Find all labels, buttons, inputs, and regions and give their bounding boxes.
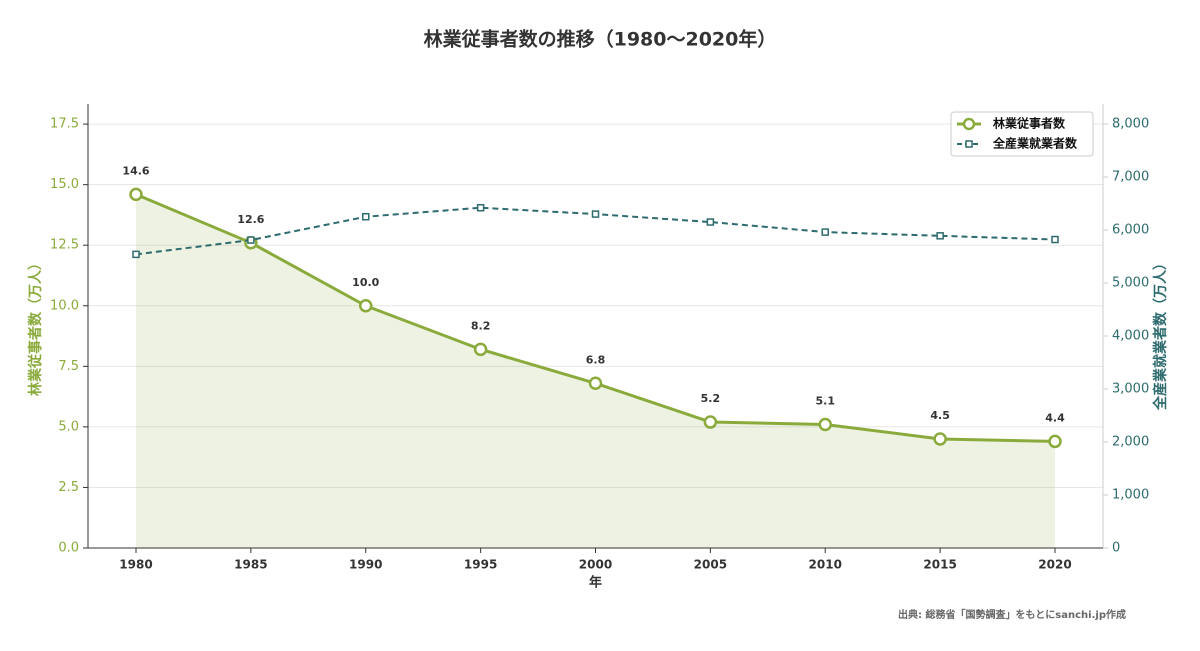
x-tick-label: 2015 xyxy=(923,558,956,572)
y-tick-label: 0.0 xyxy=(58,541,79,556)
marker xyxy=(936,232,944,240)
marker xyxy=(821,228,829,236)
data-label: 14.6 xyxy=(122,164,149,177)
data-label: 5.1 xyxy=(816,394,836,407)
y-tick-label: 2.5 xyxy=(58,480,79,495)
marker xyxy=(247,236,255,244)
x-tick-label: 1990 xyxy=(349,558,382,572)
legend-box xyxy=(950,111,1094,157)
marker xyxy=(1048,434,1062,449)
chart-title: 林業従事者数の推移（1980〜2020年） xyxy=(424,28,777,51)
y2-tick-label: 6,000 xyxy=(1112,222,1149,237)
y2-tick-label: 3,000 xyxy=(1112,381,1149,396)
marker xyxy=(703,415,718,429)
y2-tick-label: 0 xyxy=(1112,541,1120,556)
data-label: 12.6 xyxy=(237,213,264,226)
marker xyxy=(706,218,715,226)
legend-label: 林業従事者数 xyxy=(993,116,1066,131)
y-tick-label: 5.0 xyxy=(58,419,79,434)
y2-tick-label: 2,000 xyxy=(1112,434,1149,449)
y-tick-label: 17.5 xyxy=(50,117,79,132)
marker xyxy=(362,212,370,221)
marker xyxy=(818,417,832,432)
y-tick-label: 12.5 xyxy=(50,238,79,253)
y2-tick-label: 1,000 xyxy=(1112,487,1149,502)
marker xyxy=(591,210,600,218)
y2-tick-label: 5,000 xyxy=(1112,275,1149,290)
marker xyxy=(132,250,140,259)
x-tick-label: 2010 xyxy=(809,558,842,572)
x-tick-label: 1995 xyxy=(464,558,497,572)
marker xyxy=(359,299,373,313)
x-tick-label: 1985 xyxy=(234,558,267,572)
marker xyxy=(588,376,603,391)
marker xyxy=(129,187,143,202)
area xyxy=(136,194,1055,548)
x-tick-label: 2000 xyxy=(579,558,612,572)
data-label: 8.2 xyxy=(471,319,491,332)
y2-tick-label: 7,000 xyxy=(1112,169,1149,184)
data-label: 4.4 xyxy=(1045,411,1065,424)
x-axis-label: 年 xyxy=(589,575,602,591)
y-tick-label: 15.0 xyxy=(50,177,79,192)
data-label: 4.5 xyxy=(930,409,950,422)
marker xyxy=(933,432,947,446)
x-tick-label: 2020 xyxy=(1038,558,1071,572)
data-label: 6.8 xyxy=(586,353,606,366)
marker xyxy=(1051,235,1059,244)
marker xyxy=(476,203,485,212)
data-label: 5.2 xyxy=(701,392,721,405)
legend-label: 全産業就業者数 xyxy=(992,136,1078,151)
legend-marker xyxy=(965,140,973,148)
y2-tick-label: 8,000 xyxy=(1112,116,1149,131)
marker xyxy=(473,342,488,357)
data-label: 10.0 xyxy=(352,276,379,289)
y-tick-label: 10.0 xyxy=(50,298,79,313)
x-tick-label: 2005 xyxy=(694,558,727,572)
source-note: 出典: 総務省「国勢調査」をもとにsanchi.jp作成 xyxy=(898,608,1126,621)
y2-axis-label: 全産業就業者数（万人） xyxy=(1152,256,1169,411)
y2-tick-label: 4,000 xyxy=(1112,328,1149,343)
y-axis-label: 林業従事者数（万人） xyxy=(27,256,44,396)
legend-marker xyxy=(962,117,976,131)
x-tick-label: 1980 xyxy=(119,558,152,572)
y-tick-label: 7.5 xyxy=(58,359,79,374)
